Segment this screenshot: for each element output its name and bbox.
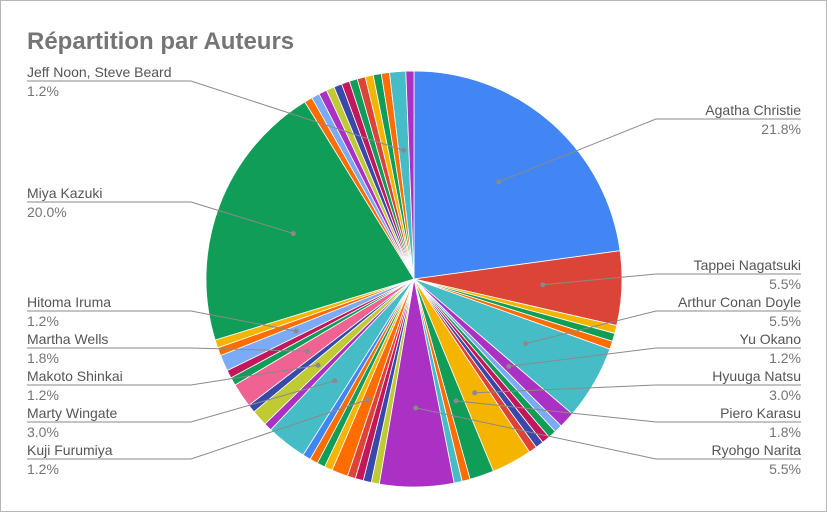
leader-line xyxy=(498,118,801,183)
leader-dot xyxy=(472,390,478,396)
label-yu-okano-name: Yu Okano xyxy=(740,331,802,347)
label-kuji-furumiya-percent: 1.2% xyxy=(27,461,59,477)
leader-line xyxy=(27,347,308,352)
label-martha-wells-name: Martha Wells xyxy=(27,331,108,347)
leader-line xyxy=(415,407,801,460)
label-piero-karasu-percent: 1.8% xyxy=(769,424,801,440)
leader-dot xyxy=(496,179,502,185)
label-jeff-noon-steve-beard-percent: 1.2% xyxy=(27,83,59,99)
leader-line xyxy=(27,364,319,386)
pie-slice xyxy=(405,70,415,280)
label-arthur-conan-doyle-percent: 5.5% xyxy=(769,313,801,329)
label-makoto-shinkai-percent: 1.2% xyxy=(27,387,59,403)
label-miya-kazuki-name: Miya Kazuki xyxy=(27,185,102,201)
label-hyuuga-natsu-percent: 3.0% xyxy=(769,387,801,403)
label-marty-wingate-name: Marty Wingate xyxy=(27,405,117,421)
label-ryohgo-narita-percent: 5.5% xyxy=(769,461,801,477)
leader-line xyxy=(27,80,404,151)
pie-slice xyxy=(205,101,415,341)
chart-title: Répartition par Auteurs xyxy=(27,28,294,55)
label-makoto-shinkai-name: Makoto Shinkai xyxy=(27,368,123,384)
leader-line xyxy=(542,273,801,286)
leader-line xyxy=(27,399,369,460)
leader-dot xyxy=(315,362,321,368)
leader-dot xyxy=(453,398,459,404)
label-leaders xyxy=(27,80,801,460)
leader-dot xyxy=(290,231,296,236)
label-hyuuga-natsu-name: Hyuuga Natsu xyxy=(712,368,801,384)
label-marty-wingate-percent: 3.0% xyxy=(27,424,59,440)
pie-slices xyxy=(205,70,623,488)
slice-labels: Agatha Christie 21.8% Tappei Nagatsuki 5.5%… xyxy=(27,64,801,477)
label-kuji-furumiya-name: Kuji Furumiya xyxy=(27,442,113,458)
leader-dot xyxy=(293,328,299,334)
leader-dot xyxy=(365,397,371,402)
label-ryohgo-narita-name: Ryohgo Narita xyxy=(712,442,802,458)
label-martha-wells-percent: 1.8% xyxy=(27,350,59,366)
leader-line xyxy=(474,384,801,394)
leader-dot xyxy=(523,341,529,347)
leader-line xyxy=(27,201,294,234)
label-hitoma-iruma-name: Hitoma Iruma xyxy=(27,294,111,310)
leader-dot xyxy=(413,405,419,411)
leader-line xyxy=(508,347,801,367)
label-tappei-nagatsuki-percent: 5.5% xyxy=(769,276,801,292)
label-hitoma-iruma-percent: 1.2% xyxy=(27,313,59,329)
label-piero-karasu-name: Piero Karasu xyxy=(720,405,801,421)
label-arthur-conan-doyle-name: Arthur Conan Doyle xyxy=(678,294,801,310)
leader-line xyxy=(456,400,801,423)
leader-line xyxy=(27,310,297,332)
leader-dot xyxy=(506,363,512,369)
label-miya-kazuki-percent: 20.0% xyxy=(27,204,67,220)
label-yu-okano-percent: 1.2% xyxy=(769,350,801,366)
label-agatha-christie-percent: 21.8% xyxy=(761,121,801,137)
label-agatha-christie-name: Agatha Christie xyxy=(705,102,801,118)
leader-dot xyxy=(401,147,407,153)
label-tappei-nagatsuki-name: Tappei Nagatsuki xyxy=(694,257,801,273)
leader-line xyxy=(525,310,801,345)
label-jeff-noon-steve-beard-name: Jeff Noon, Steve Beard xyxy=(27,64,172,80)
leader-dot xyxy=(540,282,546,288)
leader-dot xyxy=(304,348,310,354)
leader-dot xyxy=(332,378,338,384)
leader-line xyxy=(27,380,335,423)
